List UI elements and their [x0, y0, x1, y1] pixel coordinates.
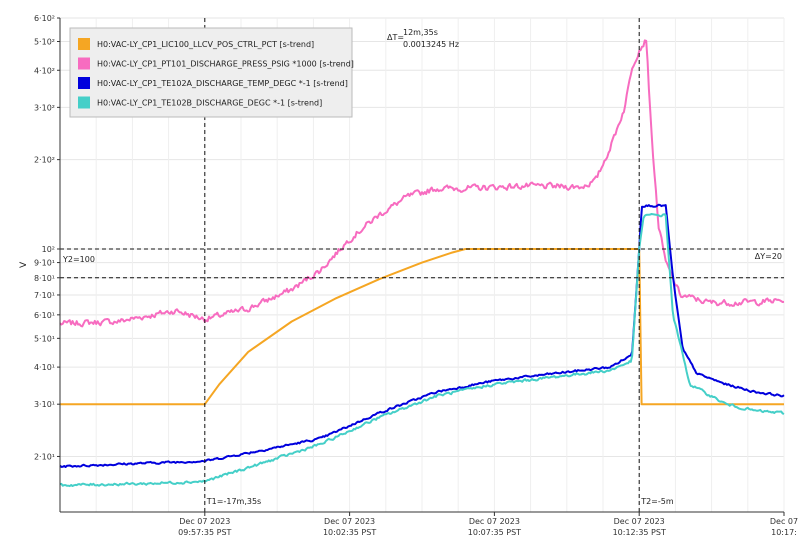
legend-swatch: [78, 96, 90, 109]
x-tick-label-time: 10:17:: [771, 528, 797, 537]
y-tick-label: 4·10²: [34, 66, 55, 75]
series-line-4: [59, 213, 785, 488]
y-tick-label: 9·10¹: [34, 259, 55, 268]
y-tick-label: 7·10¹: [34, 291, 55, 300]
y-tick-label: 4·10¹: [34, 363, 55, 372]
cursor-vertical-label: T2=-5m: [640, 497, 674, 506]
y-axis-label: V: [19, 261, 29, 268]
x-tick-label-time: 09:57:35 PST: [178, 528, 231, 537]
x-tick-label-date: Dec 07 2023: [469, 517, 520, 526]
y-tick-label: 5·10²: [34, 38, 55, 47]
x-tick-label-date: Dec 07 2023: [614, 517, 665, 526]
x-tick-label-time: 10:02:35 PST: [323, 528, 376, 537]
y-tick-label: 5·10¹: [34, 334, 55, 343]
cursor-annotations: ΔT= 12m,35s 0.0013245 Hz ΔY=20: [387, 28, 782, 261]
legend-label: H0:VAC-LY_CP1_LIC100_LLCV_POS_CTRL_PCT […: [97, 40, 314, 49]
cursor-vertical-label: T1=-17m,35s: [206, 497, 261, 506]
cursor-horizontal-label: Y2=100: [62, 255, 95, 264]
delta-t-value: 12m,35s: [403, 28, 438, 37]
axes: V: [19, 18, 784, 513]
legend-swatch: [78, 38, 90, 50]
y-tick-label: 6·10¹: [34, 311, 55, 320]
legend-label: H0:VAC-LY_CP1_TE102B_DISCHARGE_DEGC *-1 …: [97, 99, 322, 108]
y-tick-label: 8·10¹: [34, 274, 55, 283]
x-tick-label-date: Dec 07 2023: [324, 517, 375, 526]
x-tick-label-time: 10:12:35 PST: [613, 528, 666, 537]
legend-label: H0:VAC-LY_CP1_PT101_DISCHARGE_PRESS_PSIG…: [97, 60, 354, 69]
legend-swatch: [78, 57, 90, 70]
legend-label: H0:VAC-LY_CP1_TE102A_DISCHARGE_TEMP_DEGC…: [97, 79, 348, 88]
x-tick-label-date: Dec 07: [770, 517, 798, 526]
y-tick-label: 2·10²: [34, 156, 55, 165]
legend-box: [69, 27, 353, 118]
y-tick-label: 3·10¹: [34, 400, 55, 409]
tick-labels: 2·10¹ 3·10¹ 4·10¹ 5·10¹ 6·10¹ 7·10¹ 8·10¹ 9·10¹…: [34, 14, 798, 537]
cursors: T1=-17m,35s T2=-5m Y2=100: [60, 18, 784, 512]
y-tick-label: 10²: [42, 245, 55, 254]
x-tick-label-date: Dec 07 2023: [179, 517, 230, 526]
y-tick-label: 3·10²: [34, 103, 55, 112]
delta-y-label: ΔY=20: [755, 252, 782, 261]
delta-t-prefix: ΔT=: [387, 33, 404, 42]
series-line-3: [59, 203, 785, 468]
x-tick-label-time: 10:07:35 PST: [468, 528, 521, 537]
delta-t-frequency: 0.0013245 Hz: [403, 40, 459, 49]
legend[interactable]: H0:VAC-LY_CP1_LIC100_LLCV_POS_CTRL_PCT […: [69, 27, 354, 118]
legend-swatch: [78, 77, 90, 89]
y-tick-label: 6·10²: [34, 14, 55, 23]
y-tick-label: 2·10¹: [34, 452, 55, 461]
